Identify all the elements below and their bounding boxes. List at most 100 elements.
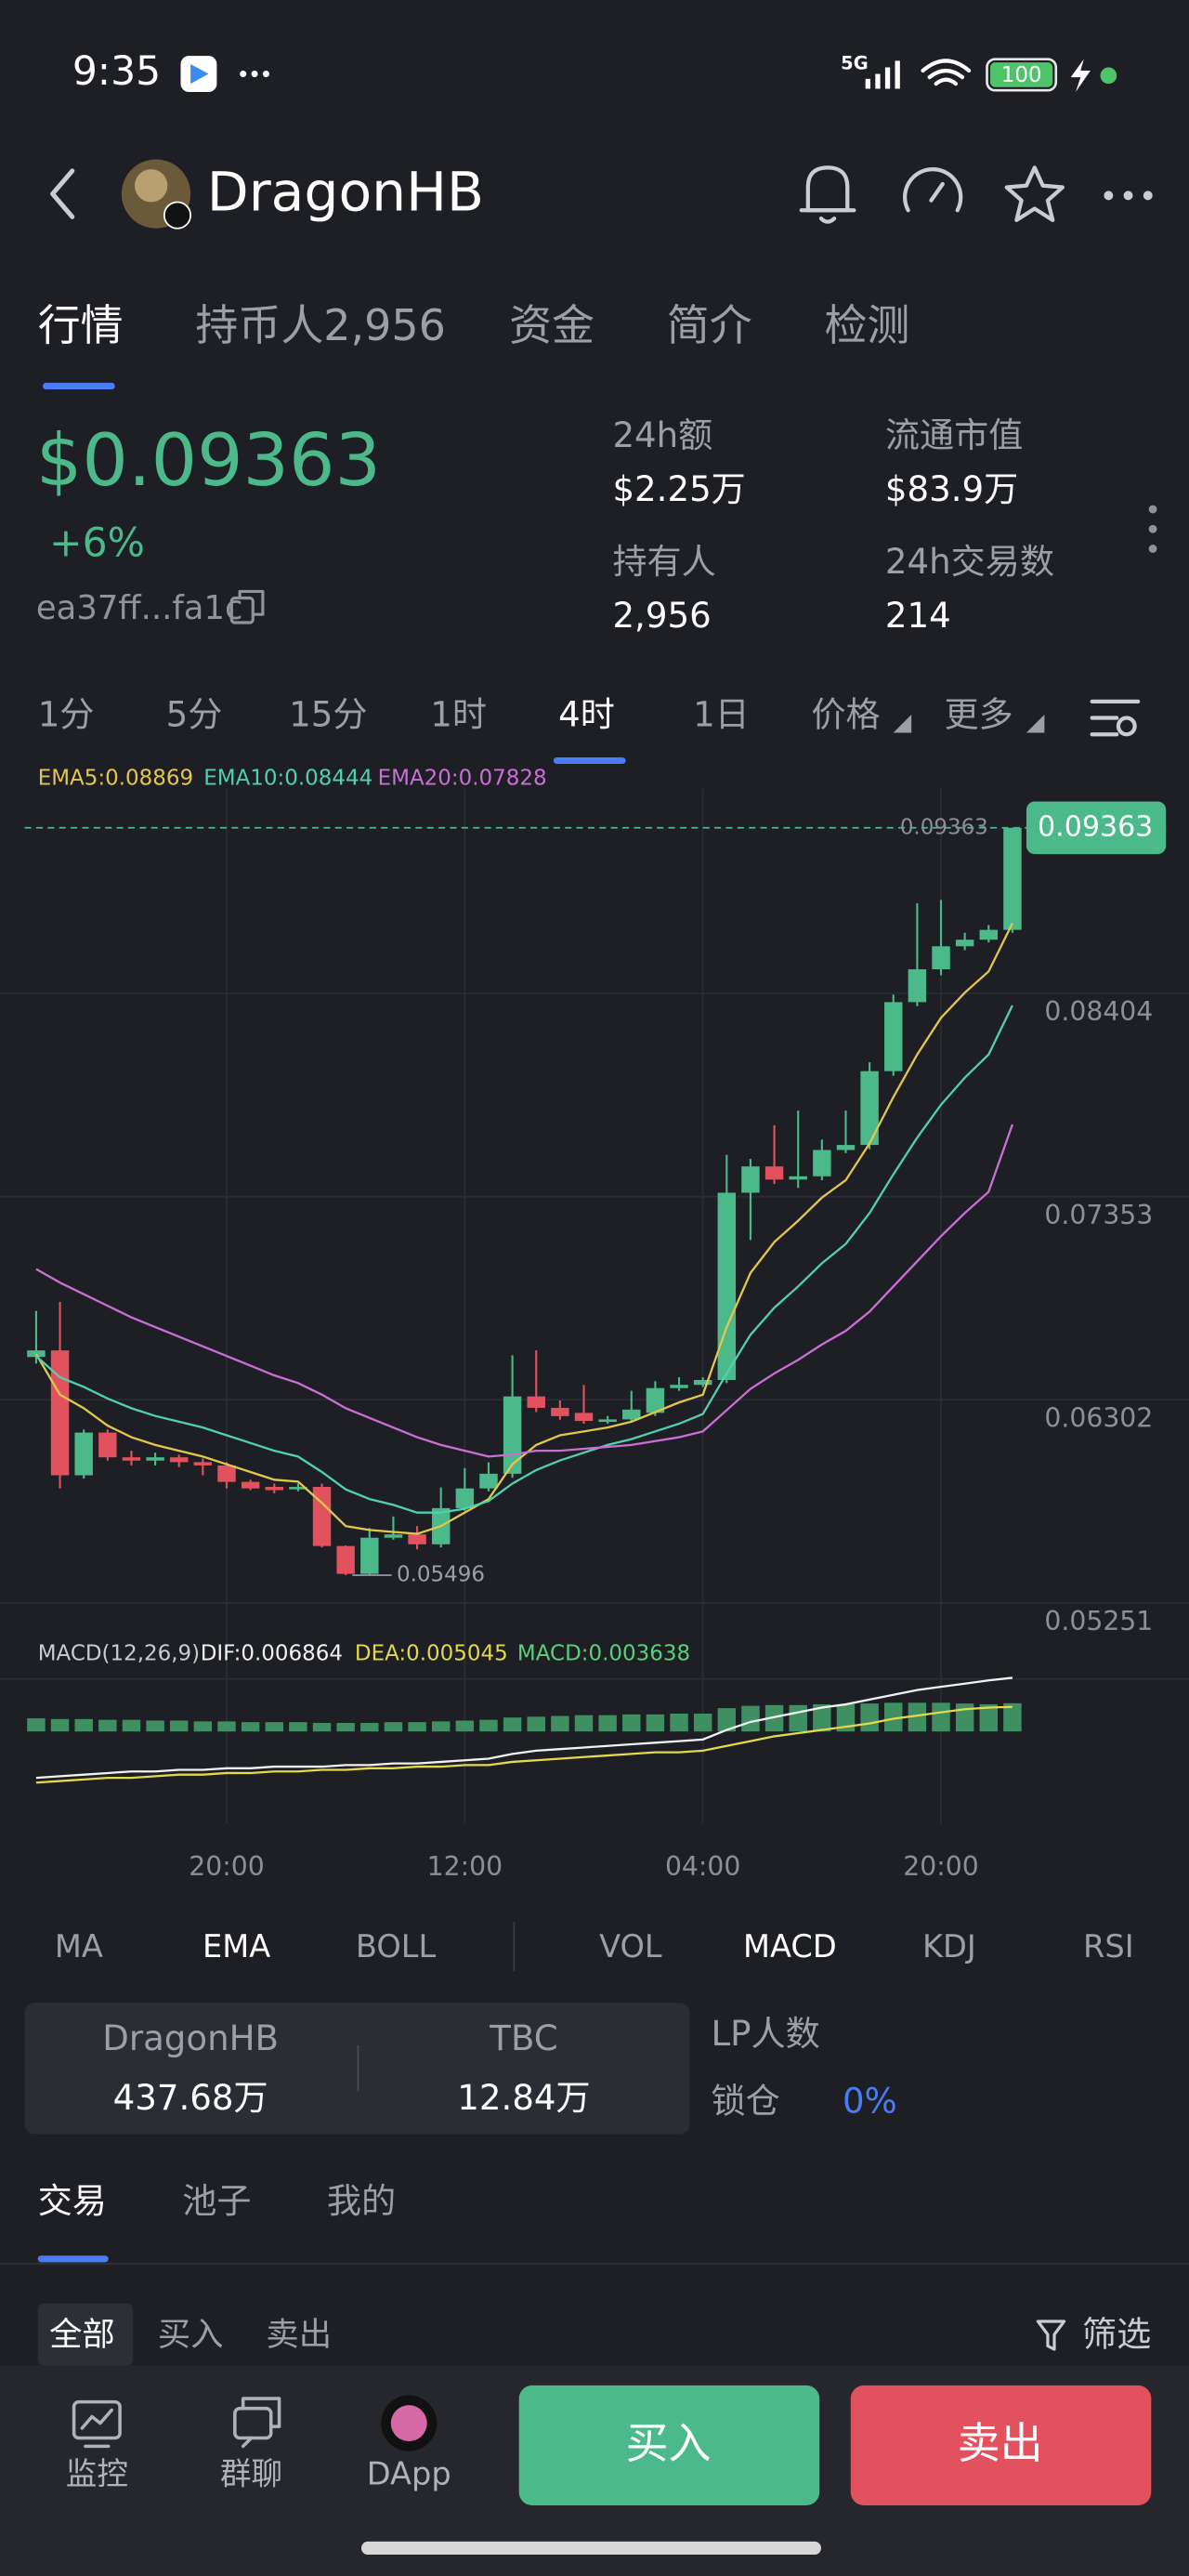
candle-body [955, 940, 974, 947]
lock-label: 锁仓 [712, 2081, 780, 2121]
indicator-tab[interactable]: VOL [599, 1928, 662, 1965]
indicator-tab[interactable]: MA [55, 1928, 103, 1965]
more-button[interactable] [1104, 191, 1153, 201]
bottom-nav-label[interactable]: 群聊 [220, 2456, 282, 2492]
candle-body [622, 1409, 641, 1420]
interval-tab[interactable]: 5分 [166, 694, 223, 734]
filter-tab[interactable]: 全部 [49, 2316, 115, 2354]
macd-bar [431, 1721, 451, 1732]
x-tick-label: 20:00 [189, 1851, 264, 1882]
indicator-tab[interactable]: KDJ [922, 1928, 976, 1965]
candle-body [479, 1473, 498, 1489]
interval-tab[interactable]: 1日 [693, 694, 750, 734]
gauge-button[interactable] [903, 166, 963, 213]
candle-body [312, 1487, 332, 1546]
app-icon-glyph [190, 63, 209, 85]
chain-badge [163, 201, 191, 230]
interval-indicator [553, 756, 626, 765]
favorite-button[interactable] [1004, 165, 1065, 223]
trade-tab[interactable]: 我的 [327, 2181, 396, 2221]
interval-tab[interactable]: 价格 [811, 694, 880, 734]
status-time: 9:35 [72, 49, 161, 95]
stat-label: 24h额 [612, 415, 712, 455]
macd-bar [289, 1722, 307, 1732]
pool-token: DragonHB [102, 2018, 279, 2058]
interval-tab[interactable]: 1分 [38, 694, 95, 734]
stat-value: 214 [885, 596, 951, 636]
macd-bar [789, 1704, 807, 1732]
indicator-tab[interactable]: BOLL [356, 1928, 437, 1965]
macd-bar [479, 1719, 498, 1732]
macd-bar [50, 1718, 70, 1732]
interval-tab[interactable]: 1时 [430, 694, 487, 734]
tab[interactable]: 检测 [824, 300, 909, 350]
indicator-tab[interactable]: RSI [1083, 1928, 1134, 1965]
macd-bar [860, 1703, 879, 1732]
macd-line [35, 1705, 1013, 1784]
buy-button[interactable] [518, 2385, 820, 2505]
interval-tab[interactable]: 更多 [945, 694, 1013, 734]
macd-bar [670, 1713, 688, 1732]
tab[interactable]: 资金 [509, 300, 594, 350]
macd-bar [932, 1702, 950, 1732]
x-tick-label: 20:00 [903, 1851, 978, 1882]
macd-bar [193, 1721, 213, 1732]
macd-bar [622, 1714, 641, 1732]
stat-value: $2.25万 [612, 469, 745, 509]
macd-bar [312, 1723, 332, 1732]
candle-body [170, 1457, 189, 1463]
bottom-nav-label[interactable]: DApp [367, 2456, 451, 2492]
x-tick-label: 12:00 [427, 1851, 503, 1882]
interval-tab[interactable]: 4时 [558, 694, 615, 734]
stats-menu[interactable] [1148, 505, 1157, 553]
candle-body [813, 1150, 831, 1176]
tab[interactable]: 简介 [667, 300, 752, 350]
candle-body [598, 1419, 617, 1423]
tab[interactable]: 行情 [38, 300, 124, 350]
candle-body [408, 1534, 426, 1544]
copy-button[interactable] [229, 589, 265, 624]
pool-amount: 437.68万 [113, 2078, 268, 2118]
candle-body [741, 1166, 760, 1193]
trade-tab[interactable]: 池子 [182, 2181, 251, 2221]
macd-legend-entry: DEA:0.005045 [355, 1642, 508, 1666]
dropdown-caret [893, 715, 912, 733]
indicator-tab[interactable]: EMA [203, 1928, 270, 1965]
macd-bar [836, 1703, 856, 1732]
sell-label[interactable]: 卖出 [958, 2418, 1043, 2468]
last-price-badge [1026, 801, 1167, 855]
candle-body [289, 1487, 307, 1490]
chart-settings-button[interactable] [1090, 699, 1141, 737]
last-price-badge-label: 0.09363 [1038, 810, 1153, 843]
buy-label[interactable]: 买入 [626, 2418, 712, 2468]
stat-label: 24h交易数 [885, 542, 1054, 582]
trade-tab[interactable]: 交易 [38, 2181, 107, 2221]
filter-tab[interactable]: 卖出 [266, 2316, 332, 2354]
filter-tab[interactable]: 买入 [158, 2316, 224, 2354]
filter-button[interactable]: 筛选 [1082, 2314, 1151, 2354]
ema-line [34, 923, 1013, 1535]
macd-bar [764, 1704, 784, 1732]
macd-bar [551, 1715, 569, 1732]
bottom-nav-label[interactable]: 监控 [66, 2456, 128, 2492]
tab[interactable]: 持币人2,956 [195, 300, 445, 350]
macd-bar [336, 1723, 355, 1732]
candle-body [670, 1385, 688, 1388]
macd-bar [74, 1718, 93, 1732]
macd-bar [408, 1722, 426, 1732]
back-button[interactable] [50, 168, 75, 219]
candle-body [74, 1432, 93, 1476]
candle-body [717, 1192, 737, 1380]
candle-body [1003, 827, 1022, 930]
candle-body [265, 1487, 283, 1491]
y-tick-label: 0.05251 [1044, 1606, 1153, 1636]
battery-level [990, 62, 1053, 87]
sell-button[interactable] [850, 2385, 1152, 2505]
indicator-tab[interactable]: MACD [743, 1928, 837, 1965]
candle-body [574, 1413, 594, 1422]
candle-body [336, 1545, 355, 1574]
network-label: 5G [841, 52, 868, 73]
filter-icon[interactable] [1036, 2320, 1066, 2351]
bell-button[interactable] [799, 165, 856, 224]
interval-tab[interactable]: 15分 [289, 694, 367, 734]
